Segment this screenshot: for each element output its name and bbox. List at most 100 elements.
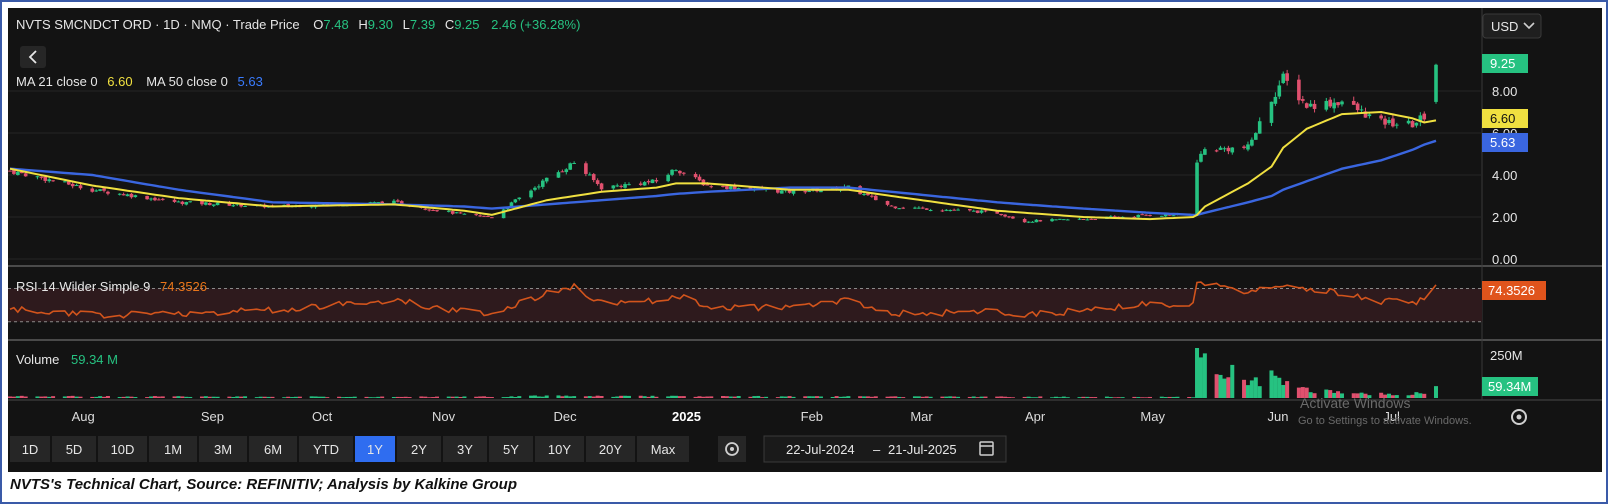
candle-body	[638, 183, 643, 185]
volume-bar	[1085, 396, 1090, 398]
volume-bar	[1308, 392, 1313, 398]
range-button-2y[interactable]: 2Y	[397, 436, 441, 462]
volume-bar	[885, 396, 890, 398]
candle-body	[599, 183, 604, 190]
ma-legend: MA 21 close 0 6.60 MA 50 close 0 5.63	[16, 74, 263, 89]
volume-bar	[944, 396, 949, 398]
range-button-1d[interactable]: 1D	[10, 436, 50, 462]
change-value: 2.46 (+36.28%)	[491, 17, 580, 32]
range-button-label: Max	[651, 442, 676, 457]
range-button-1m[interactable]: 1M	[149, 436, 197, 462]
time-axis-label: Feb	[801, 409, 823, 424]
candle-body	[1112, 216, 1117, 218]
time-axis-label: May	[1140, 409, 1165, 424]
collapse-legend-button[interactable]	[20, 46, 46, 68]
range-button-label: 3M	[214, 442, 232, 457]
volume-bar	[611, 396, 616, 398]
volume-bar	[1386, 393, 1391, 398]
candle-body	[215, 202, 220, 206]
rsi-line	[9, 281, 1437, 319]
range-button-label: 6M	[264, 442, 282, 457]
volume-bar	[1022, 396, 1027, 398]
candle-body	[1340, 101, 1344, 105]
date-range-picker[interactable]: 22-Jul-2024 – 21-Jul-2025	[763, 435, 1007, 463]
volume-bar	[971, 396, 976, 398]
range-button-3y[interactable]: 3Y	[443, 436, 487, 462]
candle-body	[1030, 221, 1035, 223]
range-settings-button[interactable]	[718, 436, 746, 462]
candle-body	[971, 210, 976, 212]
volume-bar	[235, 396, 240, 398]
volume-bar	[1065, 397, 1070, 398]
range-button-1y[interactable]: 1Y	[355, 436, 395, 462]
volume-bar	[1144, 397, 1149, 398]
volume-bar	[1328, 390, 1333, 398]
volume-bar	[956, 396, 961, 398]
candle-body	[490, 217, 494, 219]
candle-body	[458, 212, 463, 214]
volume-bar	[1406, 395, 1411, 398]
candle-body	[1332, 102, 1336, 109]
volume-bar	[1394, 395, 1399, 398]
volume-bar	[227, 396, 232, 398]
candle-body	[611, 185, 616, 189]
candle-body	[1422, 113, 1427, 120]
open-value: 7.48	[323, 17, 348, 32]
last-price-tag: 9.25	[1482, 54, 1528, 73]
candle-body	[94, 190, 98, 192]
volume-bar	[51, 396, 56, 398]
volume-bar	[149, 396, 154, 398]
volume-bar	[1140, 397, 1145, 398]
chart-settings-gear-icon[interactable]	[1511, 409, 1527, 425]
volume-bar	[650, 395, 655, 398]
volume-bar	[748, 396, 753, 398]
time-axis: Aug Sep Oct Nov Dec 2025 Feb Mar Apr May Jun Jul	[72, 409, 1400, 424]
range-button-10y[interactable]: 10Y	[535, 436, 584, 462]
volume-bar	[556, 395, 561, 398]
candle-body	[654, 180, 659, 182]
candle-body	[1277, 85, 1282, 97]
range-button-5d[interactable]: 5D	[52, 436, 96, 462]
candle-body	[8, 170, 12, 172]
price-tick-label: 8.00	[1492, 84, 1517, 99]
candle-body	[47, 179, 51, 182]
candle-body	[1351, 100, 1356, 105]
range-button-ytd[interactable]: YTD	[299, 436, 353, 462]
candle-body	[1058, 218, 1062, 220]
candle-body	[435, 210, 439, 212]
volume-bar	[1422, 393, 1427, 398]
volume-bar	[1120, 397, 1125, 398]
volume-bar	[90, 396, 95, 398]
candle-body	[1257, 121, 1262, 134]
candle-body	[133, 195, 138, 198]
volume-bar	[62, 396, 67, 398]
candle-body	[1038, 220, 1043, 222]
range-button-3m[interactable]: 3M	[199, 436, 247, 462]
currency-dropdown[interactable]: USD	[1482, 13, 1542, 39]
volume-bar	[1296, 387, 1301, 398]
range-button-max[interactable]: Max	[637, 436, 689, 462]
range-button-20y[interactable]: 20Y	[586, 436, 635, 462]
volume-bar	[1414, 392, 1419, 398]
svg-text:9.25: 9.25	[1490, 56, 1515, 71]
candle-body	[1406, 120, 1411, 124]
candle-body	[1140, 214, 1144, 216]
volume-bar	[638, 395, 643, 398]
volume-bar	[572, 396, 577, 398]
volume-bar	[1148, 396, 1153, 398]
candle-body	[517, 197, 522, 200]
volume-bar	[952, 396, 957, 398]
range-button-6m[interactable]: 6M	[249, 436, 297, 462]
volume-bar	[427, 397, 432, 398]
candle-body	[368, 202, 373, 204]
candle-body	[1136, 214, 1141, 218]
volume-bar	[450, 396, 455, 398]
candle-body	[572, 162, 576, 164]
volume-bar	[509, 396, 514, 398]
volume-bar	[407, 397, 412, 398]
range-button-5y[interactable]: 5Y	[489, 436, 533, 462]
time-axis-label: Nov	[432, 409, 456, 424]
volume-bar	[462, 396, 467, 398]
range-button-10d[interactable]: 10D	[98, 436, 147, 462]
volume-bar	[815, 396, 820, 398]
